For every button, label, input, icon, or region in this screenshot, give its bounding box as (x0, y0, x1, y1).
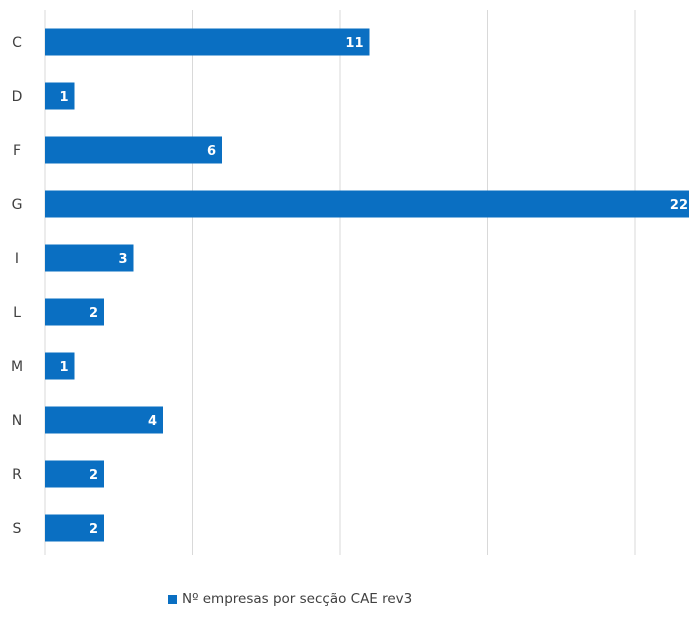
data-label: 4 (148, 414, 157, 429)
chart-legend: Nº empresas por secção CAE rev3 (168, 591, 412, 607)
category-label: D (12, 89, 23, 105)
data-label: 22 (670, 198, 688, 213)
category-label: S (13, 521, 22, 537)
category-label: C (12, 35, 22, 51)
category-label: F (13, 143, 21, 159)
bar (45, 514, 104, 542)
bar (45, 82, 75, 110)
data-label: 3 (118, 252, 127, 267)
bar (45, 28, 370, 56)
category-label: M (11, 359, 23, 375)
category-label: I (15, 251, 19, 267)
data-label: 1 (59, 90, 68, 105)
data-label: 11 (345, 36, 363, 51)
legend-label: Nº empresas por secção CAE rev3 (182, 591, 413, 607)
bar (45, 190, 689, 218)
data-label: 2 (89, 522, 98, 537)
bar (45, 136, 222, 164)
category-label: R (12, 467, 22, 483)
bar (45, 352, 75, 380)
data-label: 2 (89, 468, 98, 483)
category-label: N (12, 413, 22, 429)
chart-plot-area: C 11 D 1 F 6 G 22 I 3 L 2 M 1 N 4 R 2 S 2 (11, 10, 689, 555)
bar (45, 406, 163, 434)
bar (45, 244, 134, 272)
category-label: L (13, 305, 21, 321)
data-label: 2 (89, 306, 98, 321)
data-label: 6 (207, 144, 216, 159)
bar (45, 298, 104, 326)
legend-swatch (168, 594, 177, 604)
category-label: G (12, 197, 23, 213)
data-label: 1 (59, 360, 68, 375)
bar (45, 460, 104, 488)
